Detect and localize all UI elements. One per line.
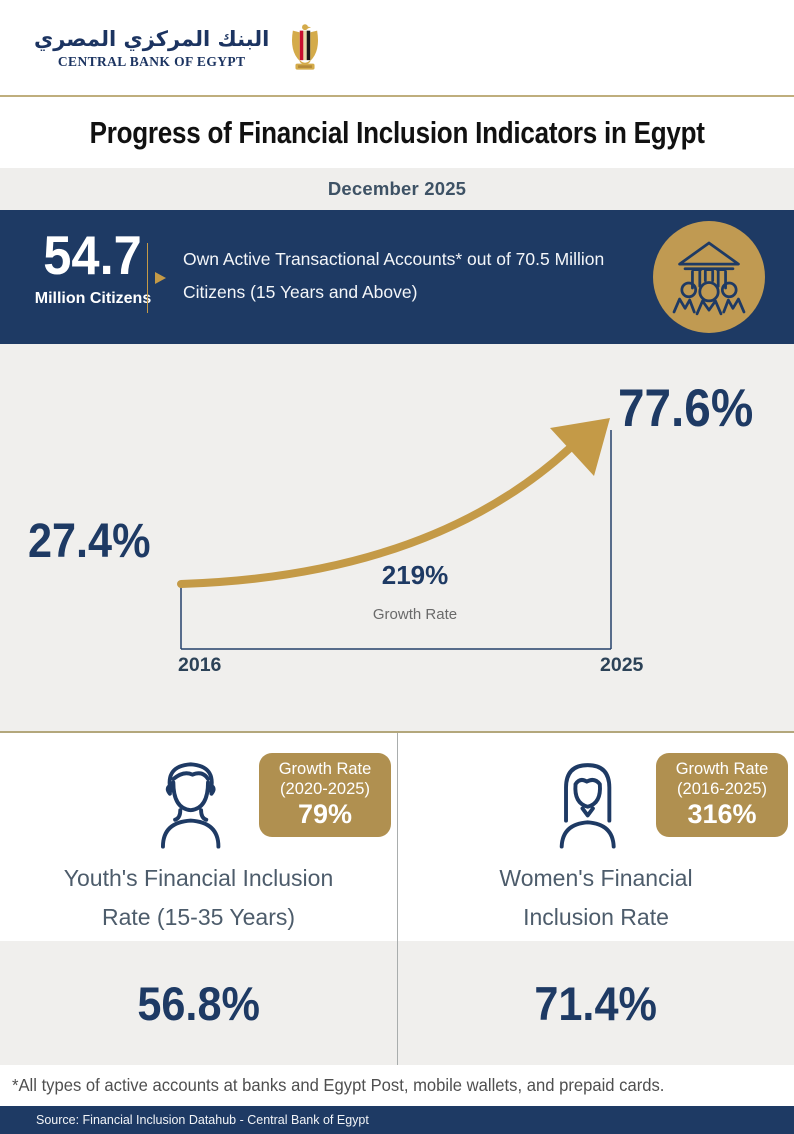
header: البنك المركزي المصري CENTRAL BANK OF EGY… xyxy=(0,0,794,97)
youth-value-cell: 56.8% xyxy=(0,941,397,1065)
growth-rate-badge: Growth Rate (2016-2025) 316% xyxy=(656,753,788,837)
source-bar: Source: Financial Inclusion Datahub - Ce… xyxy=(0,1106,794,1134)
youth-panel: Growth Rate (2020-2025) 79% Youth's Fina… xyxy=(0,733,397,941)
women-label-line2: Inclusion Rate xyxy=(523,904,669,930)
x-tick-2025: 2025 xyxy=(600,654,644,676)
women-label-line1: Women's Financial xyxy=(499,865,693,891)
women-panel-label: Women's Financial Inclusion Rate xyxy=(398,859,794,937)
women-panel: Growth Rate (2016-2025) 316% Women's Fin… xyxy=(397,733,794,941)
young-man-icon xyxy=(160,762,220,849)
x-tick-2016: 2016 xyxy=(178,654,222,676)
youth-inclusion-rate: 56.8% xyxy=(137,976,260,1030)
youth-label-line2: Rate (15-35 Years) xyxy=(101,904,296,930)
title-section: Progress of Financial Inclusion Indicato… xyxy=(0,97,794,168)
growth-chart: 27.4% 77.6% 219% Growth Rate 2016 2025 xyxy=(0,344,794,731)
growth-rate-badge: Growth Rate (2020-2025) 79% xyxy=(259,753,391,837)
cbe-logo: البنك المركزي المصري CENTRAL BANK OF EGY… xyxy=(34,26,269,70)
badge-title: Growth Rate xyxy=(278,760,372,778)
cbe-logo-arabic-text: البنك المركزي المصري xyxy=(34,26,270,51)
youth-label-line1: Youth's Financial Inclusion xyxy=(63,865,334,891)
badge-value: 79% xyxy=(297,799,353,829)
growth-arrow-graphic xyxy=(177,418,612,650)
footnote: *All types of active accounts at banks a… xyxy=(0,1065,794,1106)
growth-rate-value: 219% xyxy=(381,560,449,590)
report-date: December 2025 xyxy=(327,178,467,199)
key-stat-banner: 54.7 Million Citizens Own Active Transac… xyxy=(0,210,794,344)
badge-period: (2020-2025) xyxy=(280,780,370,798)
indicator-panels: Growth Rate (2020-2025) 79% Youth's Fina… xyxy=(0,733,794,941)
key-stat-unit: Million Citizens xyxy=(34,290,152,307)
values-band: 56.8% 71.4% xyxy=(0,941,794,1065)
date-band: December 2025 xyxy=(0,168,794,210)
growth-rate-label: Growth Rate xyxy=(372,606,458,623)
women-inclusion-rate: 71.4% xyxy=(534,976,658,1030)
page-title: Progress of Financial Inclusion Indicato… xyxy=(89,114,705,150)
youth-panel-label: Youth's Financial Inclusion Rate (15-35 … xyxy=(0,859,397,937)
woman-icon xyxy=(559,763,616,849)
badge-period: (2016-2025) xyxy=(677,780,767,798)
cbe-logo-english-text: CENTRAL BANK OF EGYPT xyxy=(57,53,246,69)
chart-end-value: 77.6% xyxy=(618,379,754,438)
key-stat-description: Own Active Transactional Accounts* out o… xyxy=(183,249,605,302)
badge-title: Growth Rate xyxy=(675,760,769,778)
tan-rule xyxy=(0,731,794,733)
bank-icon-circle xyxy=(653,221,765,333)
egypt-eagle-emblem-icon xyxy=(292,23,319,70)
gold-divider-line xyxy=(147,243,148,313)
key-stat: 54.7 Million Citizens xyxy=(28,224,158,308)
pointer-triangle-icon xyxy=(155,272,166,284)
bank-building-people-icon xyxy=(672,241,746,316)
growth-arrow-head-icon xyxy=(550,418,610,476)
badge-value: 316% xyxy=(687,799,757,829)
key-stat-value: 54.7 xyxy=(43,224,143,286)
chart-start-value: 27.4% xyxy=(28,515,151,568)
source-text: Source: Financial Inclusion Datahub - Ce… xyxy=(36,1113,369,1127)
footnote-text: *All types of active accounts at banks a… xyxy=(12,1075,665,1095)
growth-arrow-curve xyxy=(177,444,574,588)
women-value-cell: 71.4% xyxy=(397,941,794,1065)
